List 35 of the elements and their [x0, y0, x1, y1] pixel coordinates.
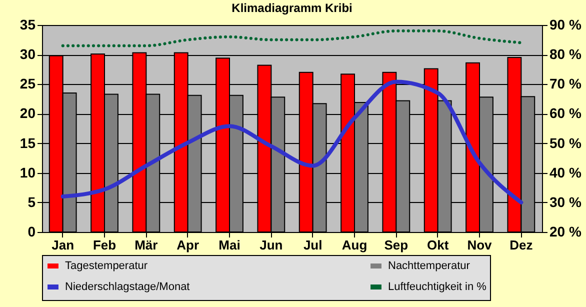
- legend-label: Niederschlagstage/Monat: [65, 281, 190, 293]
- y-tick-label: 20: [20, 105, 36, 122]
- y-tick-label: 15: [20, 134, 36, 151]
- y2-tick-label: 70 %: [550, 76, 582, 92]
- y2-tick-label: 30 %: [550, 194, 582, 210]
- line-series: [60, 80, 524, 204]
- y2-tick-label: 80 %: [550, 46, 582, 62]
- x-tick-label: Feb: [92, 238, 116, 252]
- y-tick-label: 5: [28, 194, 36, 210]
- y2-tick-label: 50 %: [550, 134, 582, 151]
- legend-label: Nachttemperatur: [388, 260, 470, 272]
- y-tick-label: 10: [20, 164, 36, 180]
- x-tick-label: Okt: [426, 238, 450, 252]
- y-tick-label: 0: [28, 224, 36, 240]
- legend-label: Tagestemperatur: [65, 260, 148, 272]
- x-tick-label: Jun: [260, 238, 283, 252]
- x-tick-label: Mär: [134, 238, 158, 252]
- line-series: [61, 29, 523, 48]
- x-tick-label: Nov: [467, 238, 493, 252]
- x-tick-label: Sep: [384, 238, 408, 252]
- y2-tick-label: 20 %: [550, 224, 582, 240]
- x-tick-label: Jan: [52, 238, 74, 252]
- y-tick-label: 25: [20, 76, 36, 92]
- y2-tick-label: 60 %: [550, 105, 582, 122]
- x-tick-label: Mai: [218, 238, 240, 252]
- x-tick-label: Jul: [303, 238, 322, 252]
- y2-tick-label: 90 %: [550, 16, 582, 32]
- legend-label: Luftfeuchtigkeit in %: [388, 281, 487, 293]
- x-tick-label: Apr: [176, 238, 200, 252]
- y-tick-label: 35: [20, 16, 36, 32]
- chart-title: Klimadiagramm Kribi: [232, 1, 352, 15]
- y-tick-label: 30: [20, 46, 36, 62]
- x-tick-label: Aug: [342, 238, 368, 252]
- x-tick-label: Dez: [510, 238, 534, 252]
- y2-tick-label: 40 %: [550, 164, 582, 180]
